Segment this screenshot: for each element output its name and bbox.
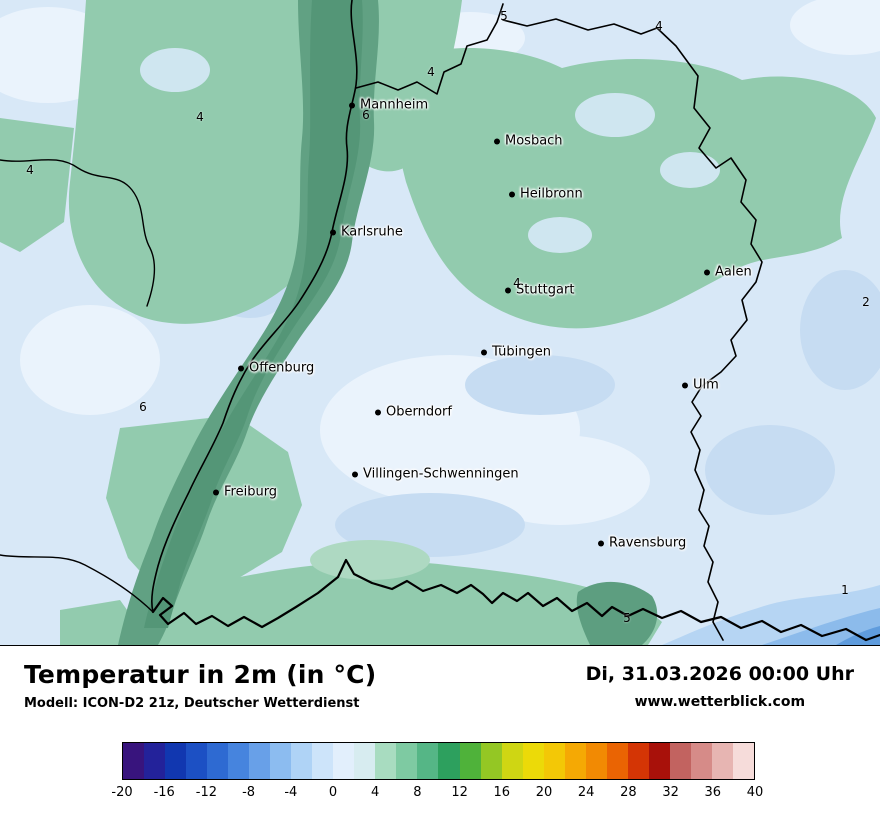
page-title: Temperatur in 2m (in °C)	[24, 660, 377, 689]
temperature-map: Mannheim Mosbach Heilbronn Karlsruhe Stuttga…	[0, 0, 880, 646]
forecast-datetime: Di, 31.03.2026 00:00 Uhr	[585, 663, 854, 685]
legend-color-segment	[207, 743, 229, 779]
legend-color-segment	[669, 743, 691, 779]
legend-color-segment	[438, 743, 460, 779]
legend-tick-label: 40	[746, 785, 764, 800]
legend-tick-label: 36	[704, 785, 722, 800]
legend-color-segment	[690, 743, 712, 779]
legend-color-segment	[144, 743, 166, 779]
legend-color-segment	[459, 743, 481, 779]
border-south	[151, 558, 880, 642]
border-west-1	[0, 159, 156, 307]
website-url: www.wetterblick.com	[634, 694, 806, 710]
legend-tick-label: 8	[413, 785, 422, 800]
legend-color-segment	[501, 743, 523, 779]
legend-color-segment	[312, 743, 334, 779]
legend-color-segment	[186, 743, 208, 779]
legend-color-segment	[627, 743, 649, 779]
legend-color-segment	[417, 743, 439, 779]
legend-color-segment	[249, 743, 271, 779]
legend-color-segment	[123, 743, 145, 779]
model-info: Modell: ICON-D2 21z, Deutscher Wetterdie…	[24, 696, 360, 711]
legend-color-segment	[270, 743, 292, 779]
legend-tick-label: -8	[242, 785, 256, 800]
border-east	[502, 18, 763, 641]
legend-tick-label: -4	[284, 785, 298, 800]
legend-tick-label: 0	[328, 785, 338, 800]
legend-color-segment	[522, 743, 544, 779]
legend-color-segment	[396, 743, 418, 779]
legend-color-segment	[585, 743, 607, 779]
legend-tick-label: -12	[195, 785, 218, 800]
border-rhine	[151, 0, 358, 613]
legend-tick-label: 4	[371, 785, 380, 800]
map-cold-band-2	[762, 608, 880, 645]
border-lines	[0, 0, 880, 642]
map-dark-patch-south	[576, 581, 658, 645]
map-graphic	[0, 0, 880, 645]
border-north	[355, 3, 504, 95]
legend-color-segment	[354, 743, 376, 779]
map-green-regions	[0, 0, 876, 645]
legend-color-segment	[291, 743, 313, 779]
footer-left: Temperatur in 2m (in °C) Modell: ICON-D2…	[24, 660, 376, 711]
map-ridge-core	[144, 0, 363, 628]
legend-bar	[122, 742, 755, 780]
legend-tick-label: 24	[577, 785, 595, 800]
legend-ticks: -20 -16 -12 -8 -4 0 4 8 12 16 20 24 28 32 36 40	[111, 783, 763, 803]
temperature-legend: -20 -16 -12 -8 -4 0 4 8 12 16 20 24 28 32 36 40	[111, 742, 763, 803]
map-footer: Temperatur in 2m (in °C) Modell: ICON-D2…	[0, 646, 880, 830]
legend-color-segment	[228, 743, 250, 779]
legend-color-segment	[648, 743, 670, 779]
footer-right: Di, 31.03.2026 00:00 Uhr www.wetterblick…	[586, 660, 854, 710]
legend-color-segment	[165, 743, 187, 779]
legend-color-segment	[333, 743, 355, 779]
map-pockets	[140, 48, 720, 253]
legend-tick-label: -16	[153, 785, 175, 800]
legend-color-segment	[732, 743, 754, 779]
border-west-2	[0, 554, 154, 613]
legend-tick-label: 16	[493, 785, 511, 800]
legend-color-segment	[606, 743, 628, 779]
legend-tick-label: 28	[620, 785, 637, 800]
legend-color-segment	[480, 743, 502, 779]
legend-tick-label: -20	[111, 785, 133, 800]
legend-color-segment	[564, 743, 586, 779]
legend-tick-label: 12	[451, 785, 468, 800]
legend-color-segment	[711, 743, 733, 779]
legend-tick-label: 20	[535, 785, 553, 800]
footer-header-row: Temperatur in 2m (in °C) Modell: ICON-D2…	[24, 660, 854, 711]
legend-color-segment	[375, 743, 397, 779]
legend-tick-label: 32	[662, 785, 679, 800]
legend-color-segment	[543, 743, 565, 779]
map-light-green-fringe	[310, 540, 430, 580]
